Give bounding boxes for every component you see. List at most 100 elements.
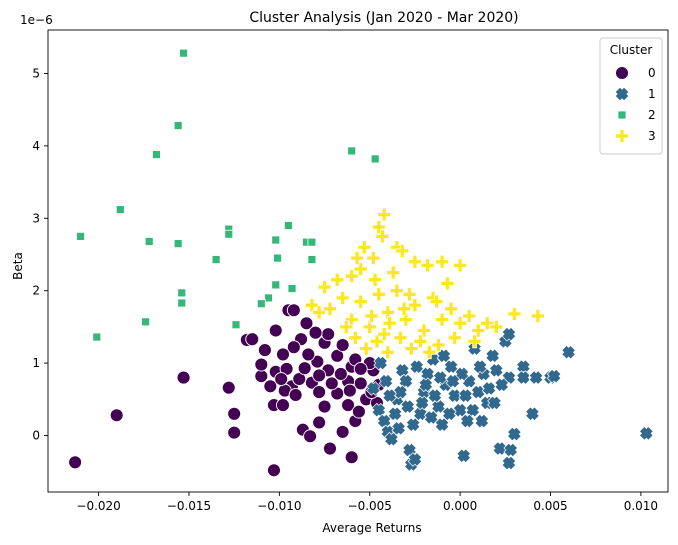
data-point-cluster-3 [440, 276, 455, 291]
data-point-cluster-0 [323, 441, 337, 456]
data-point-cluster-3 [467, 334, 482, 349]
data-point-cluster-3 [339, 320, 354, 334]
data-point-cluster-3 [362, 320, 377, 334]
data-point-cluster-1 [447, 388, 463, 403]
data-points [68, 48, 654, 478]
data-point-cluster-1 [391, 420, 406, 436]
data-point-cluster-1 [561, 344, 576, 360]
data-point-cluster-1 [371, 402, 387, 418]
data-point-cluster-2 [92, 332, 102, 342]
legend-marker-cluster-0 [615, 66, 629, 80]
data-point-cluster-1 [373, 355, 388, 371]
data-point-cluster-0 [333, 367, 348, 381]
data-point-cluster-0 [276, 347, 290, 362]
data-point-cluster-0 [303, 429, 318, 444]
x-tick-label: −0.010 [257, 499, 301, 513]
data-point-cluster-0 [310, 354, 325, 369]
data-point-cluster-3 [429, 294, 444, 309]
data-point-cluster-2 [141, 317, 151, 327]
y-tick-label: 5 [32, 66, 40, 80]
legend-marker-cluster-3 [615, 129, 629, 143]
data-point-cluster-3 [453, 258, 467, 273]
data-point-cluster-0 [227, 425, 242, 440]
data-point-cluster-2 [177, 298, 187, 308]
data-point-cluster-2 [370, 154, 380, 164]
data-point-cluster-0 [254, 357, 269, 372]
data-point-cluster-0 [351, 404, 366, 419]
data-point-cluster-1 [445, 373, 461, 389]
data-point-cluster-2 [211, 255, 221, 264]
data-point-cluster-1 [423, 410, 439, 425]
data-point-cluster-0 [227, 406, 242, 421]
data-point-cluster-3 [408, 254, 422, 269]
data-point-cluster-0 [274, 372, 289, 386]
data-point-cluster-0 [312, 385, 327, 400]
data-point-cluster-1 [387, 406, 403, 422]
data-point-cluster-1 [409, 359, 425, 375]
data-point-cluster-3 [368, 272, 383, 287]
data-point-cluster-0 [254, 369, 269, 384]
data-point-cluster-1 [485, 348, 500, 364]
data-point-cluster-1 [516, 370, 531, 385]
data-point-cluster-3 [348, 330, 363, 345]
data-point-cluster-2 [347, 146, 357, 156]
data-point-cluster-3 [344, 269, 359, 284]
data-point-cluster-3 [435, 254, 449, 269]
data-point-cluster-0 [299, 316, 314, 331]
legend-title: Cluster [610, 43, 653, 57]
data-point-cluster-3 [393, 330, 408, 345]
data-point-cluster-2 [173, 121, 183, 130]
data-point-cluster-3 [507, 307, 522, 321]
data-point-cluster-2 [264, 293, 273, 303]
data-point-cluster-1 [405, 417, 421, 432]
data-point-cluster-3 [380, 345, 395, 360]
x-tick-label: −0.005 [348, 499, 392, 513]
data-point-cluster-1 [434, 417, 450, 432]
x-tick-label: 0.000 [443, 499, 477, 513]
data-point-cluster-3 [390, 283, 404, 298]
data-point-cluster-0 [344, 450, 359, 465]
data-point-cluster-3 [402, 287, 417, 302]
data-point-cluster-0 [353, 361, 368, 376]
data-point-cluster-1 [472, 359, 488, 375]
data-point-cluster-3 [344, 312, 359, 327]
x-tick-label: 0.010 [624, 499, 658, 513]
legend-box [599, 37, 663, 155]
legend-marker-cluster-1 [614, 86, 630, 102]
data-point-cluster-2 [307, 255, 317, 264]
x-tick-label: 0.005 [533, 499, 567, 513]
legend-label: 2 [648, 108, 656, 122]
data-point-cluster-1 [382, 388, 397, 403]
data-point-cluster-0 [286, 340, 301, 355]
data-point-cluster-3 [377, 207, 392, 222]
data-point-cluster-3 [353, 262, 368, 276]
data-point-cluster-2 [231, 320, 241, 330]
data-point-cluster-3 [357, 240, 372, 255]
data-point-cluster-1 [460, 413, 475, 429]
legend-label: 3 [648, 129, 656, 143]
x-axis-label: Average Returns [322, 521, 421, 535]
data-point-cluster-3 [359, 341, 373, 356]
data-point-cluster-3 [375, 229, 390, 244]
plot-frame [47, 29, 669, 493]
x-tick-label: −0.015 [167, 499, 211, 513]
data-point-cluster-0 [221, 380, 236, 395]
data-point-cluster-1 [436, 348, 452, 364]
data-point-cluster-1 [528, 370, 544, 385]
data-point-cluster-2 [273, 253, 282, 263]
data-point-cluster-1 [376, 413, 392, 429]
data-point-cluster-2 [115, 205, 125, 214]
data-point-cluster-0 [292, 372, 307, 386]
data-point-cluster-0 [297, 361, 312, 376]
data-point-cluster-3 [382, 316, 397, 331]
y-tick-label: 4 [32, 139, 40, 153]
data-point-cluster-1 [546, 368, 562, 384]
legend-label: 1 [648, 87, 656, 101]
data-point-cluster-1 [400, 399, 416, 414]
data-point-cluster-1 [501, 455, 517, 471]
data-point-cluster-2 [271, 280, 281, 290]
data-point-cluster-0 [245, 332, 260, 347]
legend-marker-cluster-2 [617, 110, 627, 120]
data-point-cluster-1 [414, 395, 430, 411]
data-point-cluster-3 [323, 301, 337, 316]
